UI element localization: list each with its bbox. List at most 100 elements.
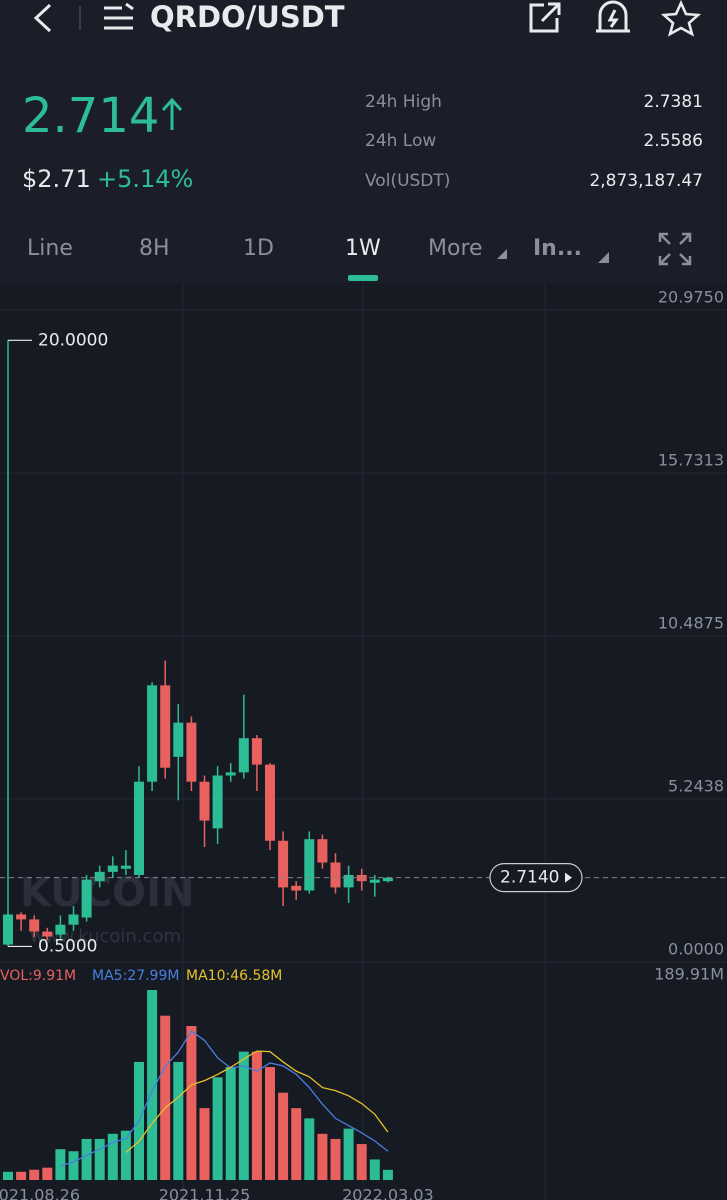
ma-legend: MA10:46.58M [186,968,282,984]
candle-body [107,865,118,872]
candle-body [29,919,40,932]
chart: 0.0000 5.2438 10.4875 15.7313 20.9750 189.91M… [0,283,727,1200]
volume-legend: VOL:9.91M [0,968,76,984]
candle-body [330,862,341,888]
pair-title: QRDO/USDT [150,0,345,34]
candle-body [134,781,144,875]
volume-bar [291,1108,302,1180]
y-tick-label: 10.4875 [658,614,724,633]
volume-bar [147,990,158,1180]
tab[interactable]: 1D [243,236,274,261]
stat-label: 24h Low [365,131,436,151]
volume-bar [55,1149,66,1180]
volume-bar [238,1051,249,1180]
candle-body [3,914,13,945]
y-tick-label: 5.2438 [668,776,724,795]
price-change: +5.14% [97,165,193,193]
volume-bar [278,1092,289,1180]
volume-bar [94,1138,105,1180]
candle-body [317,839,328,863]
dropdown-triangle [598,252,609,263]
volume-bar [330,1138,341,1180]
favorite-icon[interactable] [660,0,702,37]
candle-body [173,722,184,757]
tab-indicator [348,275,378,281]
volume-bar [16,1171,27,1180]
price-arrow [565,872,572,883]
stat-label: 24h High [365,92,442,112]
y-tick-label: 15.7313 [658,450,724,469]
candle-body [382,877,393,882]
y-tick-label: 0.0000 [668,940,724,959]
fullscreen-icon[interactable] [658,232,692,266]
volume-bar [120,1130,131,1180]
candle-body [278,840,289,888]
watermark-url: www.kucoin.com [30,926,181,947]
tab[interactable]: 8H [139,236,170,261]
tab[interactable]: More [428,236,483,261]
volume-bar [369,1159,380,1180]
x-tick-label: 2021.08.26 [0,1186,80,1200]
candle-body [42,931,53,937]
candle-body [304,839,315,891]
volume-tick-label: 189.91M [654,965,724,984]
candle-body [81,879,92,918]
watermark-logo: KUCOIN [20,870,195,916]
candle-body [68,914,79,925]
volume-bar [265,1067,275,1180]
volume-bar [3,1171,13,1180]
ma-line [125,1050,389,1153]
tab-active[interactable]: 1W [345,236,381,261]
ma-line [60,1030,389,1167]
candle-body [199,781,210,821]
volume-bar [173,1061,184,1180]
volume-bar [160,1015,171,1180]
volume-bar [382,1169,393,1180]
current-price-label: 2.7140 [500,868,559,888]
volume-bar [68,1151,79,1180]
volume-bar [225,1067,236,1180]
ma-legend: MA5:27.99M [92,968,179,984]
candle-body [120,865,131,869]
volume-bar [81,1138,92,1180]
candle-body [291,885,302,891]
volume-bar [251,1051,262,1180]
share-icon[interactable] [529,2,561,33]
header-bg [0,0,727,283]
candle-body [265,764,275,841]
tab[interactable]: Line [27,236,73,261]
stat-value: 2.5586 [644,131,703,151]
volume-bar [356,1144,367,1180]
volume-bar [343,1128,354,1180]
candle-body [55,924,66,935]
up-arrow [161,97,183,130]
current-price-pill [489,863,583,893]
stat-value: 2.7381 [644,92,703,112]
last-price: 2.714 [22,88,159,144]
y-tick-label: 20.9750 [658,288,724,307]
candle-body [212,775,223,829]
candle-body [186,722,197,782]
volume-bar [212,1077,223,1180]
back-button[interactable] [33,3,52,33]
volume-bar [107,1133,118,1180]
alert-icon[interactable] [596,0,630,33]
candle-body [147,685,158,782]
tab[interactable]: In... [533,236,582,261]
volume-bar [199,1108,210,1180]
candle-body [160,685,171,768]
candle-body [251,738,262,765]
candle-body [225,772,236,776]
menu-icon[interactable] [104,2,134,30]
dropdown-triangle [497,249,507,259]
candle-body [16,914,27,920]
candle-body [238,738,249,773]
volume-bar [317,1133,328,1180]
annotation-label: 0.5000 [38,936,97,956]
candle-body [94,871,105,882]
stat-label: Vol(USDT) [365,171,450,191]
candle-body [343,874,354,888]
volume-bar [304,1118,315,1180]
